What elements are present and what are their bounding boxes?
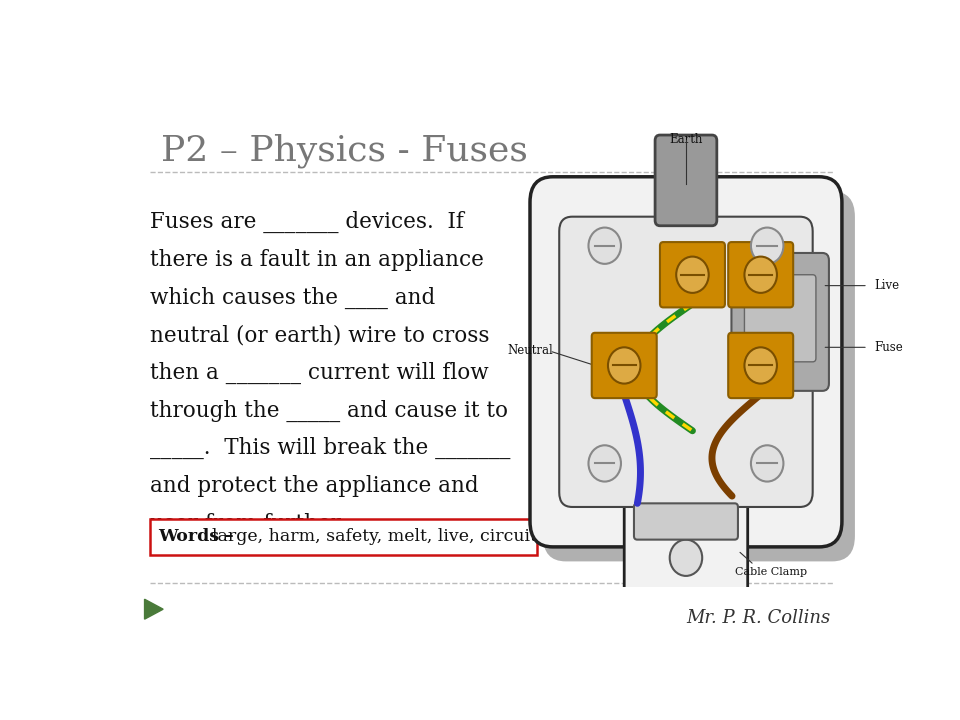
Circle shape <box>670 539 702 576</box>
Text: Fuses are _______ devices.  If: Fuses are _______ devices. If <box>150 211 464 233</box>
Text: neutral (or earth) wire to cross: neutral (or earth) wire to cross <box>150 324 490 346</box>
Text: large, harm, safety, melt, live, circuit, fuse: large, harm, safety, melt, live, circuit… <box>211 528 585 545</box>
FancyBboxPatch shape <box>660 242 725 307</box>
FancyBboxPatch shape <box>744 275 816 362</box>
FancyBboxPatch shape <box>560 217 813 507</box>
Circle shape <box>744 256 777 293</box>
Text: user from further _____.: user from further _____. <box>150 513 408 535</box>
Text: then a _______ current will flow: then a _______ current will flow <box>150 362 489 384</box>
Circle shape <box>676 256 708 293</box>
Text: and protect the appliance and: and protect the appliance and <box>150 475 478 497</box>
Text: Live: Live <box>875 279 900 292</box>
Text: there is a fault in an appliance: there is a fault in an appliance <box>150 249 484 271</box>
Circle shape <box>751 228 783 264</box>
Circle shape <box>744 347 777 384</box>
Circle shape <box>751 445 783 482</box>
FancyBboxPatch shape <box>624 496 748 598</box>
Text: through the _____ and cause it to: through the _____ and cause it to <box>150 400 508 422</box>
Text: Cable Clamp: Cable Clamp <box>734 567 806 577</box>
Text: Words –: Words – <box>158 528 240 545</box>
Text: _____.  This will break the _______: _____. This will break the _______ <box>150 437 510 459</box>
Circle shape <box>588 445 621 482</box>
FancyBboxPatch shape <box>729 333 793 398</box>
FancyBboxPatch shape <box>543 192 855 562</box>
FancyBboxPatch shape <box>530 177 842 547</box>
Text: P2 – Physics - Fuses: P2 – Physics - Fuses <box>161 133 528 168</box>
Circle shape <box>588 228 621 264</box>
Text: Neutral: Neutral <box>507 344 553 357</box>
Polygon shape <box>145 599 163 619</box>
Text: which causes the ____ and: which causes the ____ and <box>150 287 435 309</box>
FancyBboxPatch shape <box>729 242 793 307</box>
Text: Earth: Earth <box>669 133 703 146</box>
FancyBboxPatch shape <box>634 503 738 539</box>
FancyBboxPatch shape <box>732 253 828 391</box>
FancyBboxPatch shape <box>655 135 717 226</box>
Circle shape <box>608 347 640 384</box>
FancyBboxPatch shape <box>591 333 657 398</box>
FancyBboxPatch shape <box>150 519 537 555</box>
Text: Mr. P. R. Collins: Mr. P. R. Collins <box>686 609 830 627</box>
Text: Fuse: Fuse <box>875 341 903 354</box>
